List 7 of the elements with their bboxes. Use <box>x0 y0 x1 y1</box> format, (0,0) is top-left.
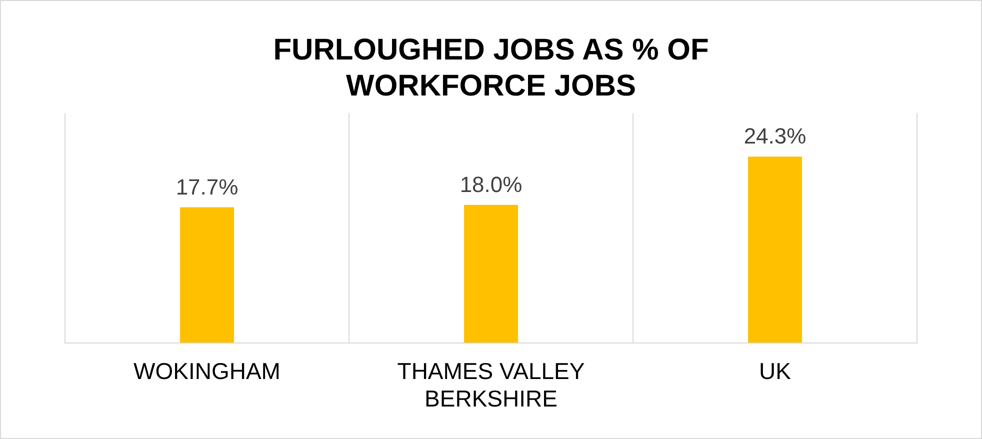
data-label: 18.0% <box>460 172 522 197</box>
data-label: 24.3% <box>744 124 806 149</box>
data-label: 17.7% <box>176 174 238 200</box>
x-tick-label: THAMES VALLEY BERKSHIRE <box>397 358 585 412</box>
x-tick-label: WOKINGHAM <box>134 358 280 384</box>
x-tick-label: UK <box>759 358 792 384</box>
chart-title: FURLOUGHED JOBS AS % OF WORKFORCE JOBS <box>273 33 709 102</box>
